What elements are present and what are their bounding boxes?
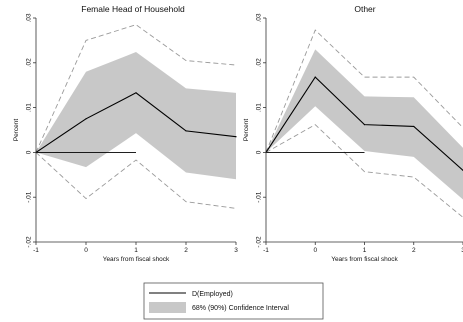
x-tick-label: 3 <box>461 247 463 254</box>
x-tick-label: -1 <box>263 247 269 254</box>
x-tick-label: 3 <box>234 247 238 254</box>
y-tick-label: -.02 <box>26 236 33 248</box>
y-tick-label: .02 <box>256 58 263 67</box>
legend-box <box>143 282 324 320</box>
ci90-lower-line <box>35 152 237 209</box>
legend-band-swatch <box>149 302 186 313</box>
y-tick-label: .01 <box>256 103 263 112</box>
y-tick-label: .01 <box>26 103 33 112</box>
x-tick-label: 2 <box>184 247 188 254</box>
y-tick-label: .03 <box>26 13 33 22</box>
legend-label: D(Employed) <box>192 291 233 298</box>
data-point-employed <box>85 118 87 120</box>
ci90-upper-line <box>265 29 463 153</box>
y-axis-title: Percent <box>13 119 20 142</box>
x-axis-title: Years from fiscal shock <box>103 256 170 263</box>
ci90-upper-line <box>35 24 237 153</box>
x-axis-title: Years from fiscal shock <box>331 256 398 263</box>
data-point-employed <box>314 76 316 78</box>
x-tick-label: 2 <box>412 247 416 254</box>
data-point-employed <box>235 136 237 138</box>
y-tick-label: -.02 <box>256 236 263 248</box>
x-tick-label: 0 <box>313 247 317 254</box>
data-point-employed <box>135 92 137 94</box>
panel-title: Female Head of Household <box>81 4 185 14</box>
x-tick-label: 1 <box>134 247 138 254</box>
y-tick-label: .03 <box>256 13 263 22</box>
confidence-band-68 <box>36 52 236 180</box>
x-tick-label: 0 <box>84 247 88 254</box>
data-point-employed <box>185 130 187 132</box>
legend-label: 68% (90%) Confidence Interval <box>192 305 289 312</box>
data-point-employed <box>413 125 415 128</box>
y-tick-label: -.01 <box>256 191 263 203</box>
data-point-employed <box>363 124 366 126</box>
ci90-lower-line <box>265 124 463 218</box>
x-tick-label: 1 <box>363 247 367 254</box>
legend: D(Employed) 68% (90%) Confidence Interval <box>143 282 324 320</box>
y-axis-title: Percent <box>243 119 250 142</box>
y-tick-label: 0 <box>256 150 263 154</box>
x-tick-label: -1 <box>33 247 39 254</box>
y-tick-label: .02 <box>26 58 33 67</box>
y-tick-label: 0 <box>26 150 33 154</box>
panel-title: Other <box>354 4 375 14</box>
y-tick-label: -.01 <box>26 191 33 203</box>
